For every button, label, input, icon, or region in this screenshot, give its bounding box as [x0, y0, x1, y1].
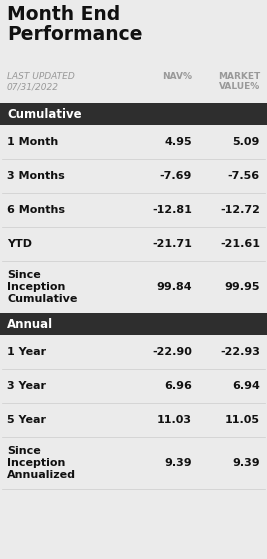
Text: Since
Inception
Cumulative: Since Inception Cumulative	[7, 270, 77, 304]
Bar	[0, 103, 267, 125]
Text: -21.71: -21.71	[152, 239, 192, 249]
Text: 1 Year: 1 Year	[7, 347, 46, 357]
Text: Since
Inception
Annualized: Since Inception Annualized	[7, 446, 76, 480]
Text: -22.93: -22.93	[220, 347, 260, 357]
Text: 6.96: 6.96	[164, 381, 192, 391]
Text: 9.39: 9.39	[232, 458, 260, 468]
Text: -12.72: -12.72	[220, 205, 260, 215]
Text: 9.39: 9.39	[164, 458, 192, 468]
Text: -22.90: -22.90	[152, 347, 192, 357]
Text: 1 Month: 1 Month	[7, 137, 58, 147]
Text: -12.81: -12.81	[152, 205, 192, 215]
Text: Month End
Performance: Month End Performance	[7, 5, 143, 45]
Text: LAST UPDATED
07/31/2022: LAST UPDATED 07/31/2022	[7, 72, 75, 92]
Text: NAV%: NAV%	[162, 72, 192, 81]
Text: 6.94: 6.94	[232, 381, 260, 391]
Text: 3 Months: 3 Months	[7, 171, 65, 181]
Text: -7.56: -7.56	[228, 171, 260, 181]
Text: YTD: YTD	[7, 239, 32, 249]
Text: 4.95: 4.95	[164, 137, 192, 147]
Text: 99.84: 99.84	[156, 282, 192, 292]
Text: 6 Months: 6 Months	[7, 205, 65, 215]
Text: Annual: Annual	[7, 318, 53, 330]
Text: -7.69: -7.69	[160, 171, 192, 181]
Text: 5 Year: 5 Year	[7, 415, 46, 425]
Text: MARKET
VALUE%: MARKET VALUE%	[218, 72, 260, 91]
Text: 11.03: 11.03	[157, 415, 192, 425]
Text: 3 Year: 3 Year	[7, 381, 46, 391]
Text: 11.05: 11.05	[225, 415, 260, 425]
Text: 99.95: 99.95	[225, 282, 260, 292]
Text: -21.61: -21.61	[220, 239, 260, 249]
Text: Cumulative: Cumulative	[7, 107, 82, 121]
Text: 5.09: 5.09	[233, 137, 260, 147]
Bar	[0, 313, 267, 335]
